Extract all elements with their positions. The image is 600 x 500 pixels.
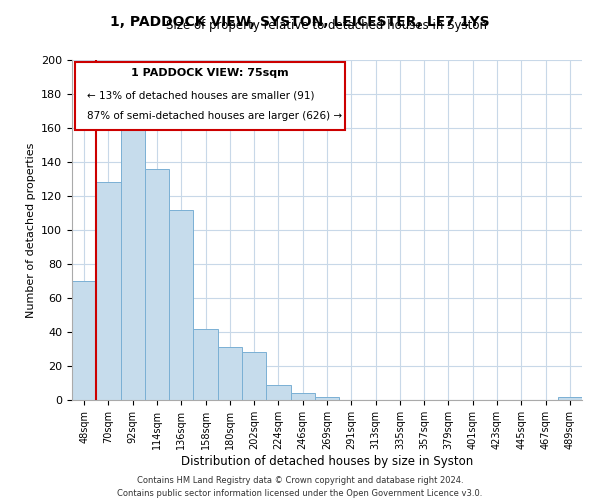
Bar [72, 281, 96, 400]
X-axis label: Distribution of detached houses by size in Syston: Distribution of detached houses by size … [181, 454, 473, 468]
Bar [121, 123, 145, 400]
Bar [96, 182, 121, 400]
Bar [266, 384, 290, 400]
Bar [242, 352, 266, 400]
Bar [169, 210, 193, 400]
Text: 87% of semi-detached houses are larger (626) →: 87% of semi-detached houses are larger (… [88, 112, 343, 122]
Bar [145, 169, 169, 400]
Y-axis label: Number of detached properties: Number of detached properties [26, 142, 35, 318]
FancyBboxPatch shape [74, 62, 345, 130]
Bar [315, 396, 339, 400]
Bar [558, 396, 582, 400]
Bar [290, 393, 315, 400]
Text: 1 PADDOCK VIEW: 75sqm: 1 PADDOCK VIEW: 75sqm [131, 68, 289, 78]
Title: Size of property relative to detached houses in Syston: Size of property relative to detached ho… [167, 20, 487, 32]
Text: ← 13% of detached houses are smaller (91): ← 13% of detached houses are smaller (91… [88, 90, 315, 101]
Bar [218, 348, 242, 400]
Text: 1, PADDOCK VIEW, SYSTON, LEICESTER, LE7 1YS: 1, PADDOCK VIEW, SYSTON, LEICESTER, LE7 … [110, 15, 490, 29]
Text: Contains HM Land Registry data © Crown copyright and database right 2024.
Contai: Contains HM Land Registry data © Crown c… [118, 476, 482, 498]
Bar [193, 328, 218, 400]
